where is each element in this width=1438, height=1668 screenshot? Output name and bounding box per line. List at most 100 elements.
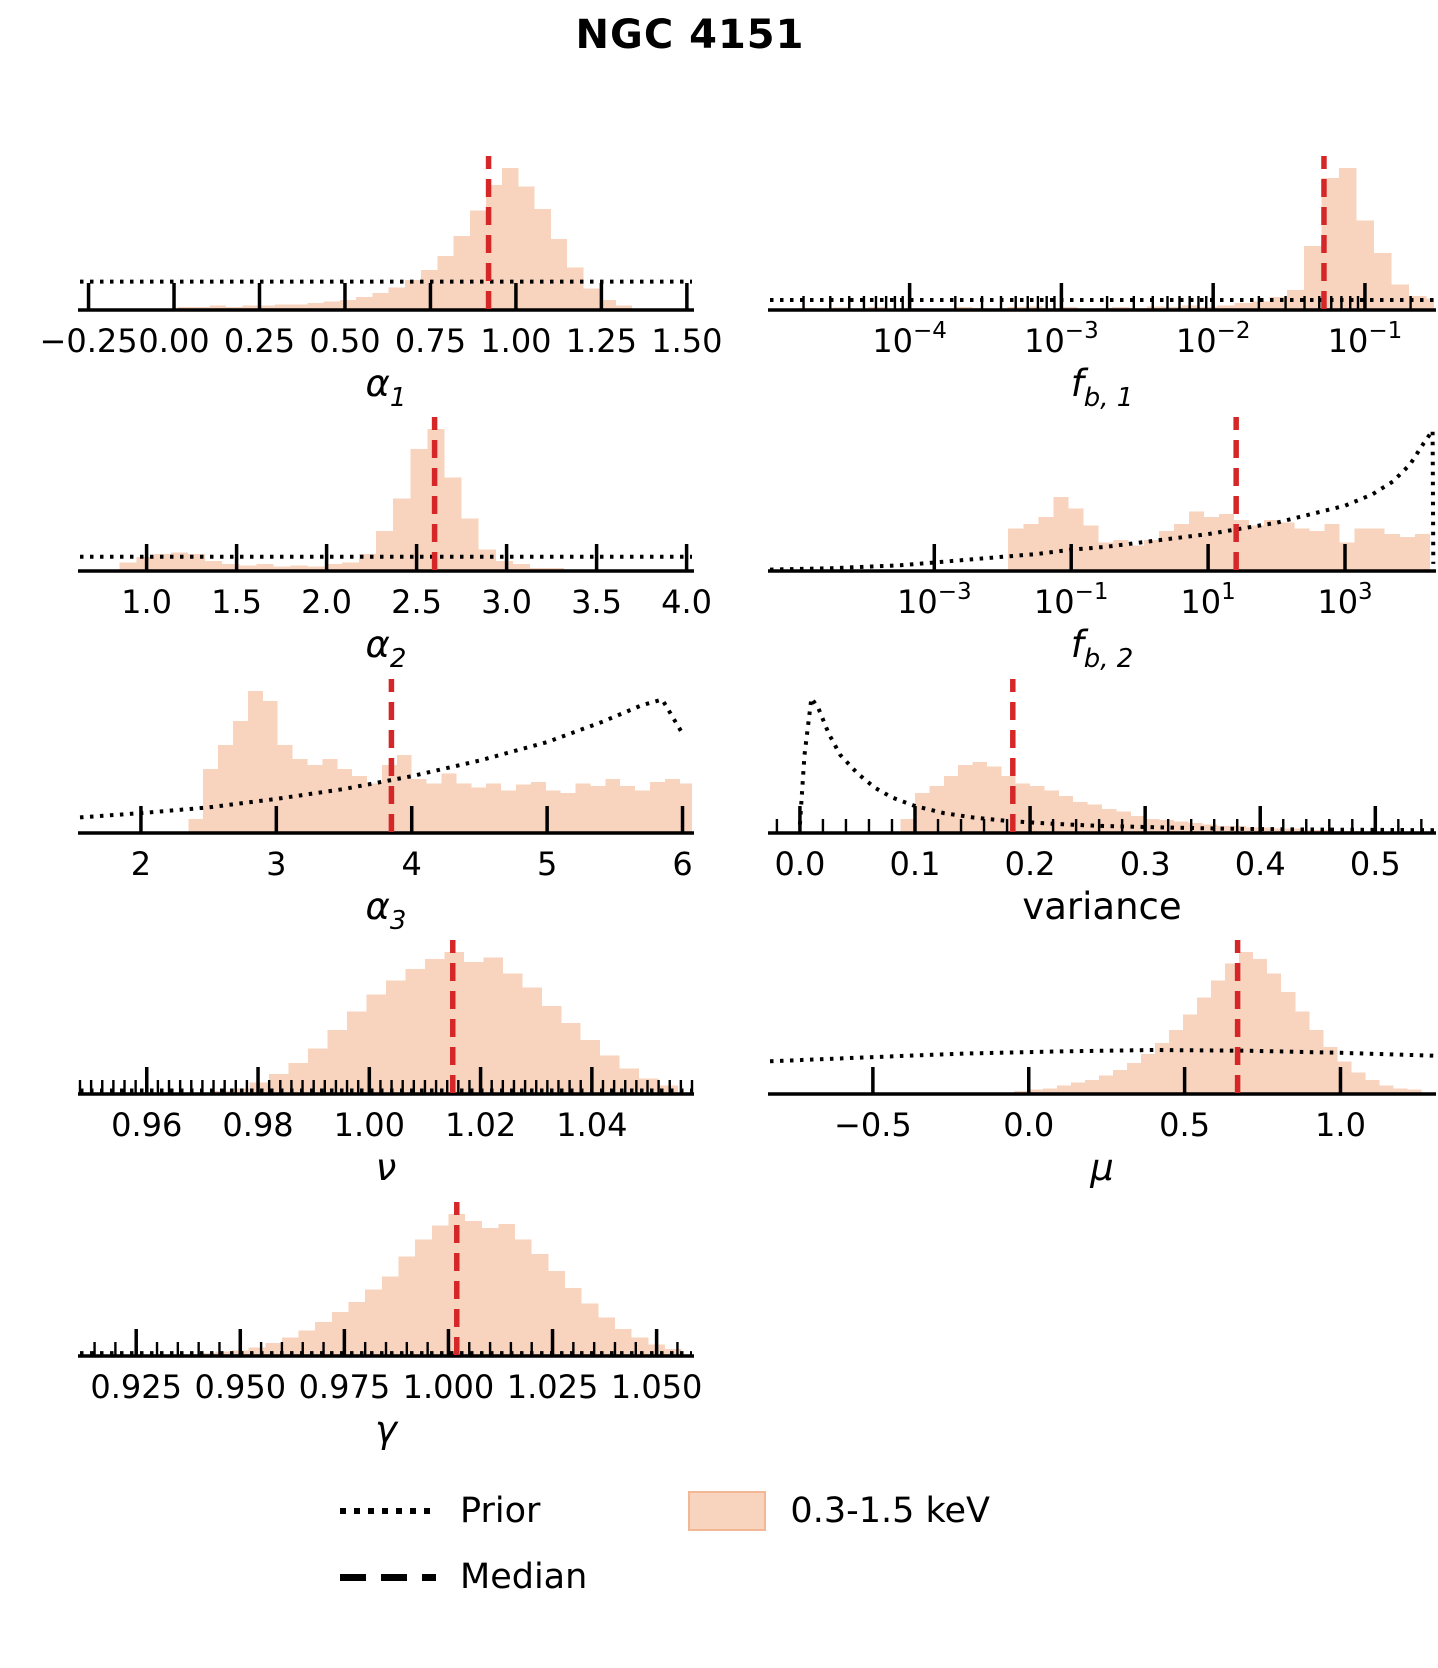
hist-bar — [307, 566, 325, 571]
hist-bar — [461, 518, 479, 571]
hist-bar — [315, 1321, 332, 1356]
legend: Prior 0.3-1.5 keV Median — [340, 1478, 1160, 1610]
hist-bar — [290, 565, 308, 571]
hist-bar — [614, 1329, 632, 1356]
tick-label: 1.050 — [611, 1368, 703, 1406]
hist-bar — [1126, 1062, 1141, 1094]
tick-label: 10−1 — [1034, 579, 1109, 621]
hist-bar — [1354, 528, 1370, 571]
tick-label: 1.04 — [556, 1106, 627, 1144]
hist-bar — [426, 783, 442, 833]
prior-curve — [769, 424, 1436, 572]
axis-label-nu: ν — [376, 1146, 397, 1189]
axis-label-alpha2: α2 — [366, 623, 407, 674]
hist-bar — [1249, 525, 1265, 571]
hist-bar — [986, 766, 1002, 833]
hist-bar — [1042, 1088, 1057, 1094]
median-dashed-line-icon — [340, 1573, 436, 1581]
hist-bar — [337, 769, 353, 833]
tick-label: 2.0 — [301, 583, 352, 621]
hist-bar — [291, 304, 308, 310]
hist-bar — [502, 168, 519, 310]
hist-bar — [1159, 820, 1174, 833]
hist-bar — [495, 561, 513, 571]
hist-bar — [230, 1088, 250, 1094]
tick-label: 0.0 — [774, 845, 825, 883]
hist-bars — [188, 691, 692, 833]
hist-bar — [1294, 528, 1310, 571]
hist-bar — [583, 288, 600, 310]
hist-bar — [376, 531, 394, 571]
hist-bars — [177, 168, 633, 310]
tick-label: 10−3 — [1024, 318, 1099, 360]
hist-bar — [1251, 301, 1270, 310]
hist-bar — [561, 1023, 581, 1094]
tick-label: 1.0 — [121, 583, 172, 621]
hist-bars — [210, 952, 679, 1094]
hist-bar — [1391, 284, 1409, 310]
hist-bar — [639, 1078, 659, 1094]
hist-bar — [256, 563, 274, 571]
tick-label: 0.4 — [1235, 845, 1286, 883]
tick-label: 1.50 — [651, 322, 722, 360]
kev-band-swatch-icon — [688, 1491, 767, 1531]
hist-bar — [664, 779, 680, 833]
hist-bar — [498, 1223, 516, 1356]
hist-bar — [1279, 522, 1295, 571]
hist-bar — [441, 773, 457, 833]
hist-bar — [356, 297, 373, 310]
hist-bar — [277, 744, 293, 833]
hist-bar — [415, 1239, 432, 1356]
hist-bar — [1407, 1089, 1422, 1094]
hist-bar — [1267, 973, 1282, 1094]
axis-label-alpha1: α1 — [366, 362, 407, 413]
hist-bar — [1169, 1030, 1184, 1094]
hist-bar — [929, 786, 944, 833]
hist-bar — [1384, 534, 1400, 571]
tick-label: 5 — [537, 845, 557, 883]
hist-bar — [478, 549, 496, 571]
hist-bar — [1183, 1014, 1198, 1094]
subplot-alpha1: −0.25 0.00 0.25 0.50 0.75 1.00 1.25 1.50 α1 — [40, 156, 722, 413]
tick-label: 1.5 — [211, 583, 262, 621]
tick-label: 0.3 — [1120, 845, 1171, 883]
hist-bar — [274, 304, 292, 310]
hist-bar — [560, 793, 576, 833]
hist-bar — [393, 498, 411, 571]
hist-bar — [239, 565, 257, 571]
hist-bar — [153, 553, 171, 571]
hist-bar — [405, 969, 425, 1094]
hist-bar — [398, 1256, 416, 1356]
hist-bar — [534, 209, 551, 310]
hist-bar — [1202, 824, 1218, 833]
hist-bar — [1140, 1054, 1155, 1094]
hist-bar — [1356, 220, 1375, 310]
hist-bar — [1116, 811, 1131, 833]
hist-bar — [463, 961, 484, 1094]
hist-bar — [972, 762, 987, 833]
hist-bar — [1084, 1079, 1099, 1094]
hist-bar — [515, 1239, 532, 1356]
hist-bar — [502, 973, 523, 1094]
hist-bar — [424, 959, 445, 1094]
hist-bar — [431, 1225, 449, 1356]
hist-bar — [481, 1228, 499, 1356]
tick-label: 0.975 — [299, 1368, 391, 1406]
hist-bar — [1217, 825, 1232, 833]
hist-bar — [410, 448, 428, 571]
hist-bar — [365, 1289, 382, 1356]
hist-bar — [1024, 306, 1043, 310]
hist-bar — [1098, 1075, 1113, 1094]
hist-bar — [1393, 1088, 1408, 1094]
hist-bar — [471, 787, 487, 833]
hist-bar — [352, 776, 368, 833]
hist-bar — [1286, 290, 1305, 310]
hist-bar — [1154, 1042, 1170, 1094]
tick-label: 3.5 — [571, 583, 622, 621]
tick-label: 0.0 — [1003, 1106, 1054, 1144]
hist-bar — [1324, 524, 1340, 571]
axis-label-variance: variance — [1022, 885, 1181, 928]
hist-bar — [1351, 1072, 1366, 1094]
hist-bar — [1044, 790, 1059, 833]
